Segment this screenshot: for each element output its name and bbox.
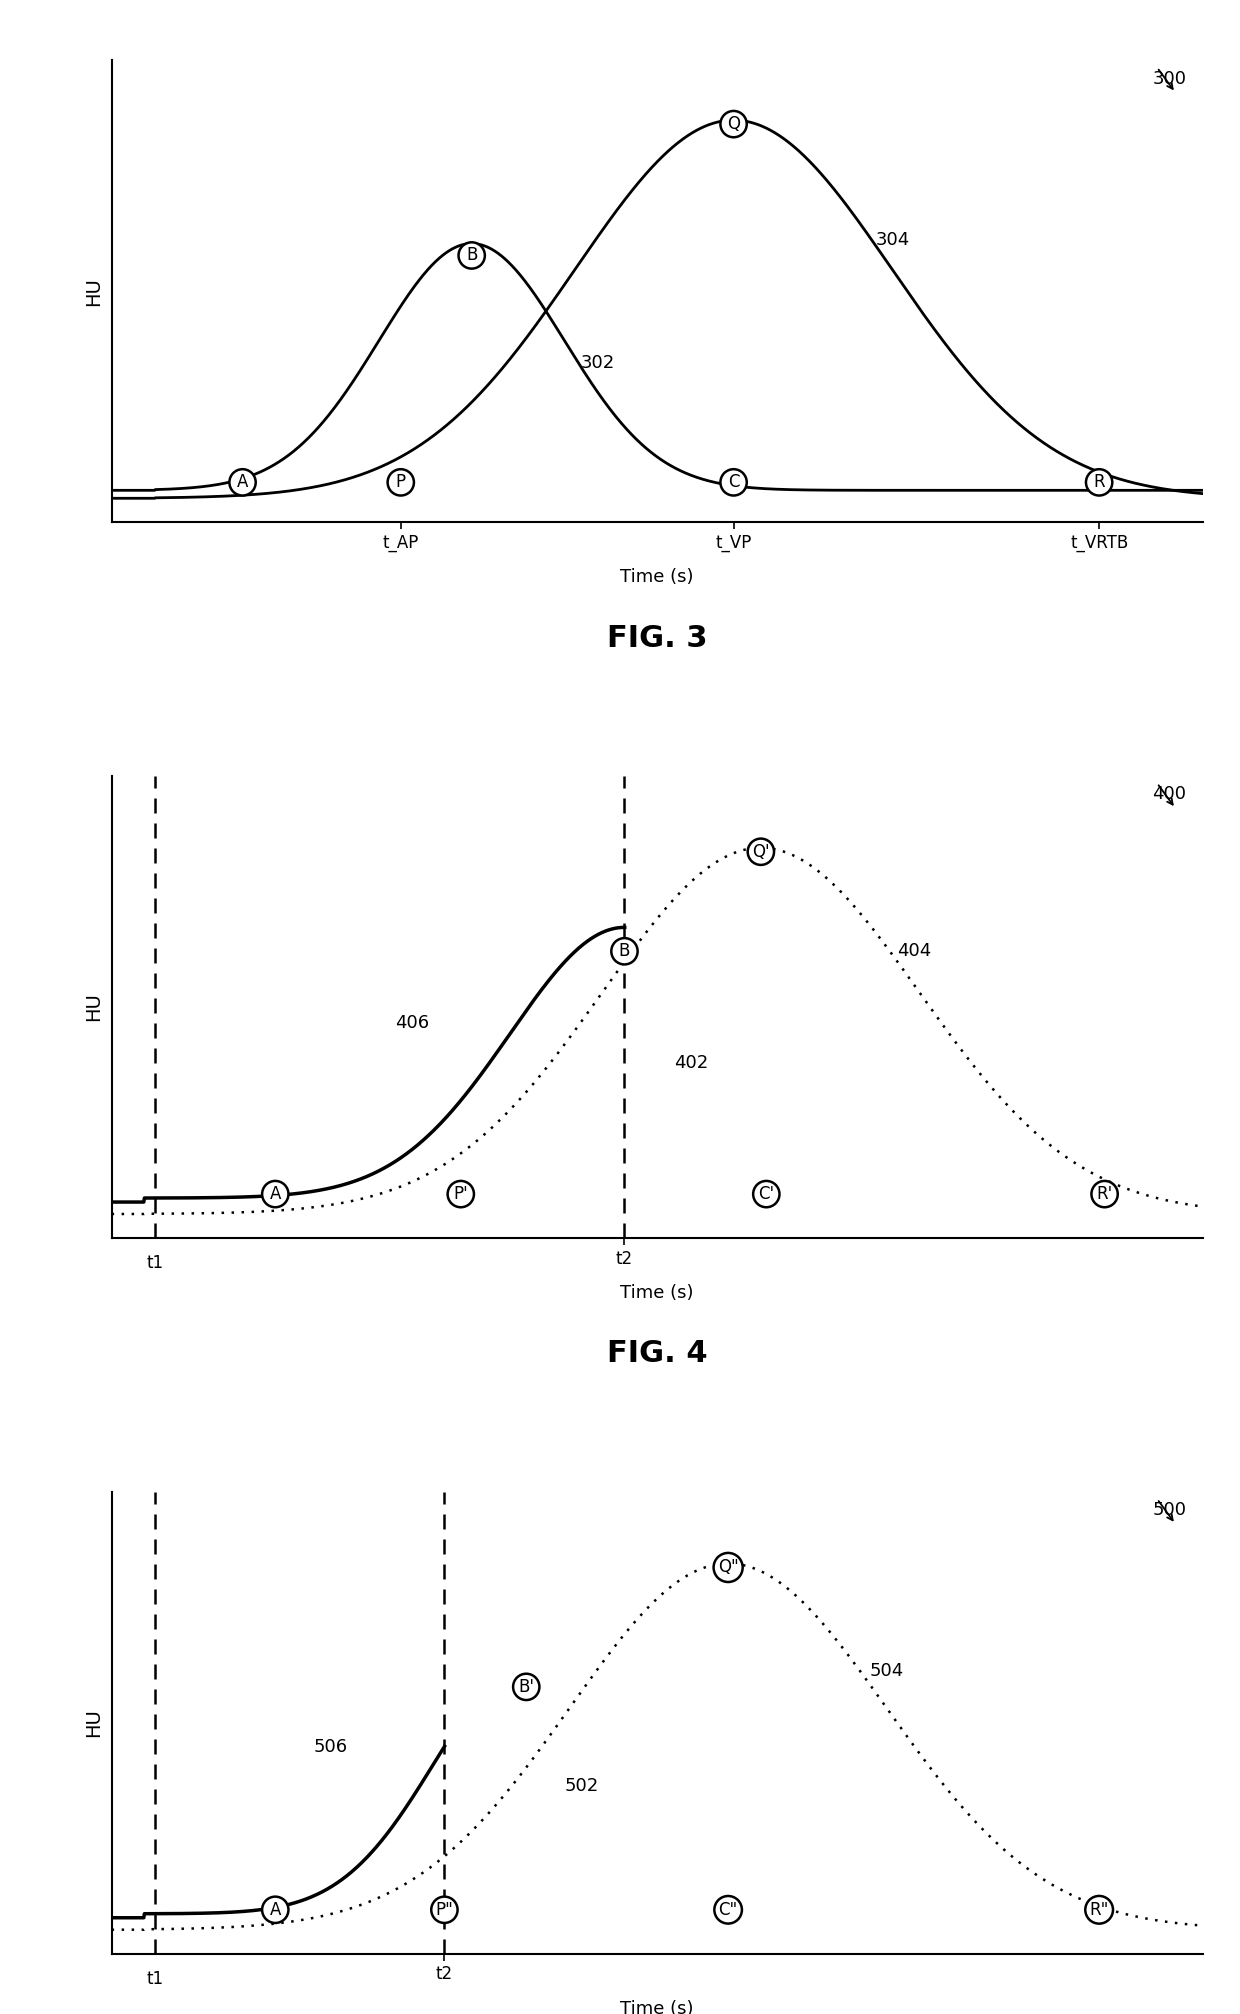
Text: Time (s): Time (s) bbox=[620, 1285, 694, 1301]
Text: FIG. 4: FIG. 4 bbox=[606, 1339, 708, 1368]
Text: Q': Q' bbox=[751, 842, 770, 860]
Text: t1: t1 bbox=[146, 1255, 164, 1271]
Text: R': R' bbox=[1096, 1184, 1112, 1202]
Text: 502: 502 bbox=[564, 1778, 599, 1794]
Text: B': B' bbox=[518, 1678, 534, 1696]
Y-axis label: HU: HU bbox=[84, 1708, 103, 1738]
Text: B: B bbox=[619, 943, 630, 961]
Text: B: B bbox=[466, 246, 477, 264]
Text: t1: t1 bbox=[146, 1970, 164, 1988]
Text: 504: 504 bbox=[870, 1662, 904, 1680]
Text: FIG. 3: FIG. 3 bbox=[606, 624, 708, 653]
Text: 406: 406 bbox=[396, 1013, 429, 1031]
Text: 300: 300 bbox=[1152, 70, 1187, 89]
Text: 404: 404 bbox=[898, 943, 931, 961]
Text: C": C" bbox=[718, 1901, 738, 1919]
Text: R: R bbox=[1094, 473, 1105, 491]
Text: A: A bbox=[269, 1184, 281, 1202]
Text: 500: 500 bbox=[1152, 1500, 1187, 1519]
Text: C: C bbox=[728, 473, 739, 491]
Y-axis label: HU: HU bbox=[84, 276, 103, 306]
Text: 402: 402 bbox=[673, 1053, 708, 1071]
Text: P': P' bbox=[454, 1184, 469, 1202]
Text: 304: 304 bbox=[875, 230, 910, 248]
Text: Q": Q" bbox=[718, 1559, 739, 1577]
Text: Q: Q bbox=[727, 115, 740, 133]
Y-axis label: HU: HU bbox=[84, 993, 103, 1021]
Text: R": R" bbox=[1090, 1901, 1109, 1919]
Text: 400: 400 bbox=[1152, 785, 1187, 804]
Text: 506: 506 bbox=[314, 1738, 347, 1756]
Text: C': C' bbox=[758, 1184, 775, 1202]
Text: A: A bbox=[237, 473, 248, 491]
Text: Time (s): Time (s) bbox=[620, 568, 694, 586]
Text: 302: 302 bbox=[580, 354, 615, 373]
Text: P": P" bbox=[435, 1901, 454, 1919]
Text: Time (s): Time (s) bbox=[620, 2000, 694, 2014]
Text: P: P bbox=[396, 473, 405, 491]
Text: A: A bbox=[269, 1901, 281, 1919]
